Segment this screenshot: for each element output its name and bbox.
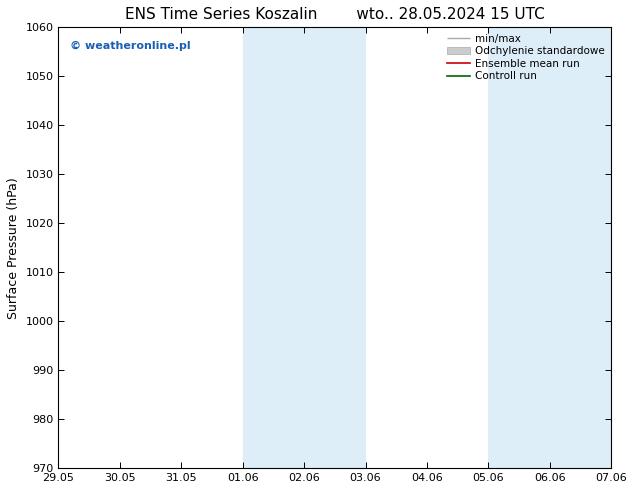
Title: ENS Time Series Koszalin        wto.. 28.05.2024 15 UTC: ENS Time Series Koszalin wto.. 28.05.202… xyxy=(125,7,545,22)
Legend: min/max, Odchylenie standardowe, Ensemble mean run, Controll run: min/max, Odchylenie standardowe, Ensembl… xyxy=(443,29,609,86)
Y-axis label: Surface Pressure (hPa): Surface Pressure (hPa) xyxy=(7,177,20,318)
Text: © weatheronline.pl: © weatheronline.pl xyxy=(70,41,190,50)
Bar xyxy=(488,27,611,468)
Bar xyxy=(243,27,366,468)
